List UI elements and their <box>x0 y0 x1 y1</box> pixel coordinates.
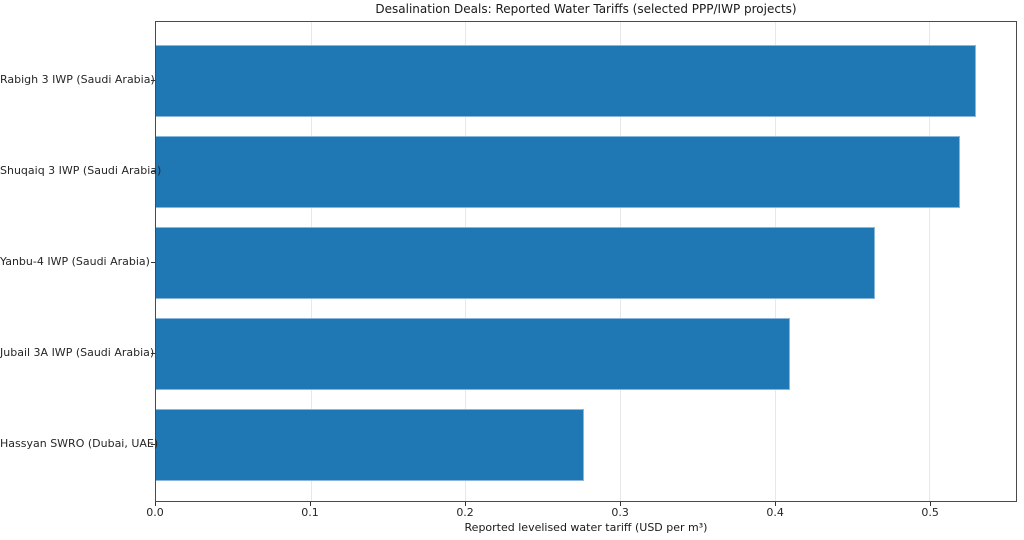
bar <box>156 409 585 481</box>
x-tick-mark <box>310 502 312 506</box>
x-tick-label: 0.2 <box>456 506 474 519</box>
bar <box>156 318 791 390</box>
bar <box>156 45 976 117</box>
x-tick-mark <box>930 502 932 506</box>
bar <box>156 136 961 208</box>
y-tick-mark <box>151 262 155 263</box>
x-tick-label: 0.3 <box>611 506 629 519</box>
x-tick-mark <box>620 502 622 506</box>
bar <box>156 227 876 299</box>
y-tick-mark <box>151 444 155 445</box>
x-tick-mark <box>155 502 156 506</box>
y-tick-label: Hassyan SWRO (Dubai, UAE) <box>0 437 159 450</box>
y-tick-label: Yanbu-4 IWP (Saudi Arabia) <box>0 255 150 268</box>
y-tick-label: Shuqaiq 3 IWP (Saudi Arabia) <box>0 164 162 177</box>
x-tick-label: 0.4 <box>766 506 784 519</box>
gridline <box>929 22 931 501</box>
x-tick-mark <box>465 502 467 506</box>
y-tick-mark <box>151 171 155 172</box>
x-axis-label: Reported levelised water tariff (USD per… <box>464 521 708 534</box>
y-tick-label: Jubail 3A IWP (Saudi Arabia) <box>0 346 155 359</box>
x-tick-mark <box>775 502 777 506</box>
y-tick-mark <box>151 80 155 81</box>
plot-area <box>155 21 1017 502</box>
x-tick-label: 0.0 <box>146 506 164 519</box>
x-tick-label: 0.5 <box>921 506 939 519</box>
x-tick-label: 0.1 <box>301 506 319 519</box>
y-tick-label: Rabigh 3 IWP (Saudi Arabia) <box>0 73 155 86</box>
y-tick-mark <box>151 353 155 354</box>
chart-title: Desalination Deals: Reported Water Tarif… <box>375 2 797 16</box>
